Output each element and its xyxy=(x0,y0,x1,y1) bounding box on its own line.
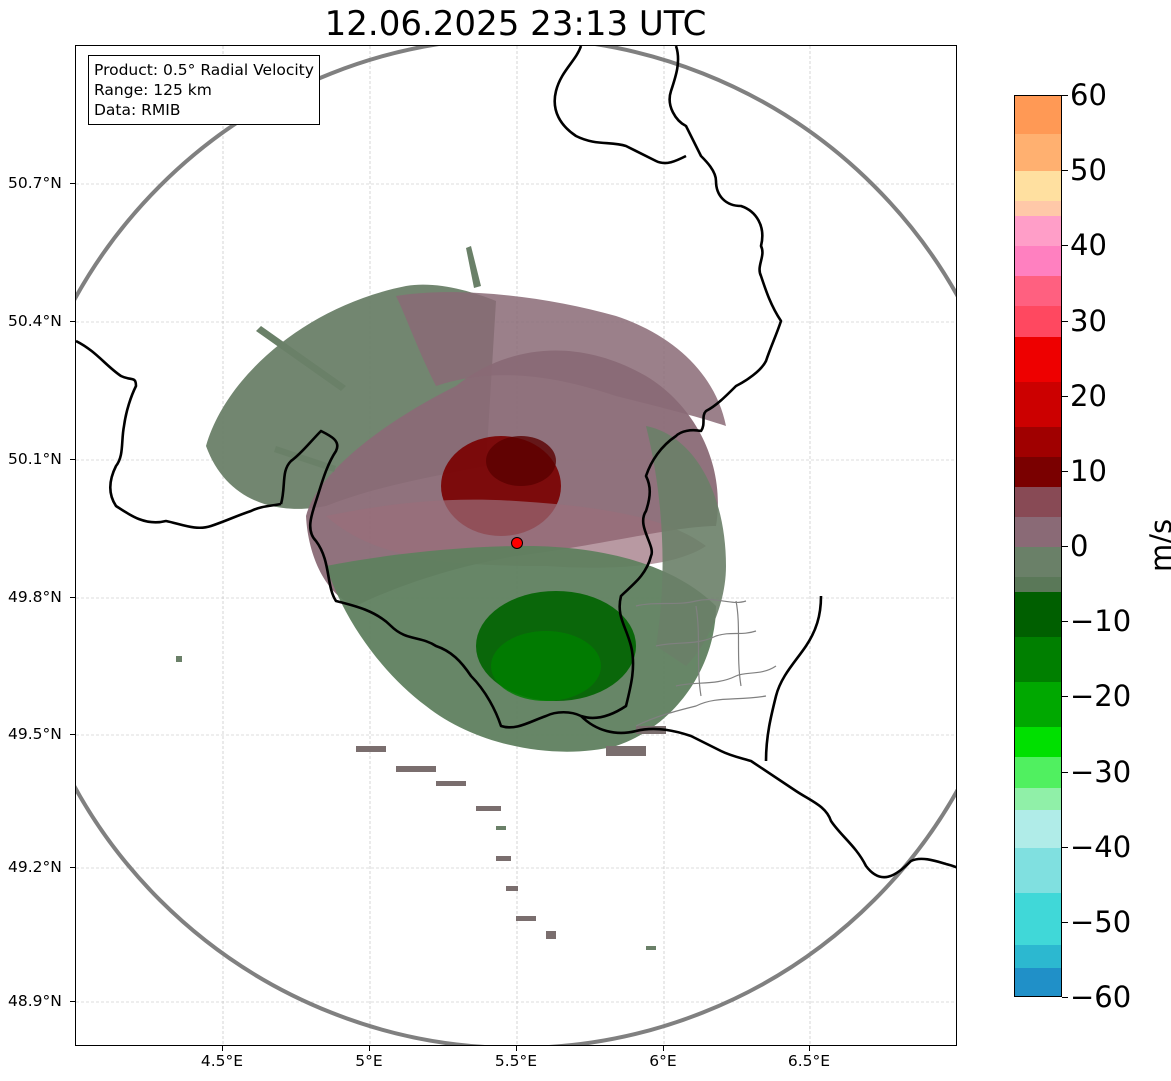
lon-label: 4.5°E xyxy=(200,1052,244,1070)
lon-tick xyxy=(369,1046,370,1051)
lon-label: 6.5°E xyxy=(787,1052,831,1070)
colorbar-segment xyxy=(1015,682,1061,728)
colorbar-segment xyxy=(1015,892,1061,946)
lon-label: 5.5°E xyxy=(494,1052,538,1070)
colorbar-tick-label: 40 xyxy=(1070,228,1107,263)
lon-tick xyxy=(663,1046,664,1051)
lat-tick xyxy=(70,183,75,184)
colorbar-tick xyxy=(1062,846,1068,848)
velocity-colorbar xyxy=(1014,95,1062,997)
colorbar-segment xyxy=(1015,133,1061,172)
colorbar-tick xyxy=(1062,621,1068,623)
colorbar-segment xyxy=(1015,637,1061,683)
colorbar-segment xyxy=(1015,787,1061,811)
radar-site-marker[interactable] xyxy=(511,537,523,549)
lat-tick xyxy=(70,459,75,460)
colorbar-segment xyxy=(1015,96,1061,135)
colorbar-tick-label: 20 xyxy=(1070,378,1107,413)
regional-borders xyxy=(635,598,777,727)
lon-tick xyxy=(222,1046,223,1051)
colorbar-segment xyxy=(1015,945,1061,969)
lon-label: 6°E xyxy=(649,1052,677,1070)
colorbar-segment xyxy=(1015,306,1061,338)
colorbar-segment xyxy=(1015,757,1061,789)
colorbar-segment xyxy=(1015,967,1061,996)
colorbar-segment xyxy=(1015,216,1061,247)
colorbar-unit: m/s xyxy=(1144,518,1171,572)
lat-tick xyxy=(70,867,75,868)
velocity-echoes xyxy=(176,246,726,950)
colorbar-tick xyxy=(1062,771,1068,773)
lat-tick xyxy=(70,1001,75,1002)
lon-tick xyxy=(516,1046,517,1051)
radar-map-canvas xyxy=(76,46,956,1045)
lat-label: 50.4°N xyxy=(8,312,62,330)
lat-label: 48.9°N xyxy=(8,992,62,1010)
radar-map[interactable] xyxy=(75,45,957,1046)
colorbar-tick xyxy=(1062,95,1068,96)
colorbar-segment xyxy=(1015,246,1061,277)
colorbar-tick xyxy=(1062,470,1068,472)
lat-label: 50.1°N xyxy=(8,450,62,468)
colorbar-tick xyxy=(1062,395,1068,397)
colorbar-segment xyxy=(1015,516,1061,548)
range-label: Range: 125 km xyxy=(94,81,212,99)
colorbar-tick-label: 10 xyxy=(1070,453,1107,488)
data-source-label: Data: RMIB xyxy=(94,101,181,119)
colorbar-segment xyxy=(1015,171,1061,202)
colorbar-tick xyxy=(1062,245,1068,247)
lat-tick xyxy=(70,321,75,322)
colorbar-tick xyxy=(1062,696,1068,698)
product-label: Product: 0.5° Radial Velocity xyxy=(94,61,314,79)
lat-label: 49.2°N xyxy=(8,858,62,876)
colorbar-tick-label: 0 xyxy=(1070,529,1089,563)
colorbar-tick-label: −30 xyxy=(1070,754,1132,789)
colorbar-tick-label: −20 xyxy=(1070,679,1132,714)
colorbar-segment xyxy=(1015,486,1061,518)
colorbar-segment xyxy=(1015,276,1061,307)
colorbar-tick-label: 50 xyxy=(1070,153,1107,188)
lat-label: 49.5°N xyxy=(8,725,62,743)
lat-tick xyxy=(70,734,75,735)
colorbar-tick xyxy=(1062,997,1068,998)
lon-label: 5°E xyxy=(355,1052,383,1070)
colorbar-segment xyxy=(1015,810,1061,849)
lat-label: 50.7°N xyxy=(8,174,62,192)
lon-tick xyxy=(809,1046,810,1051)
colorbar-tick-label: −40 xyxy=(1070,829,1132,864)
colorbar-segment xyxy=(1015,426,1061,458)
colorbar-segment xyxy=(1015,847,1061,894)
colorbar-segment xyxy=(1015,727,1061,758)
lat-tick xyxy=(70,597,75,598)
colorbar-tick xyxy=(1062,546,1068,547)
colorbar-segment xyxy=(1015,201,1061,217)
colorbar-tick xyxy=(1062,170,1068,172)
lat-label: 49.8°N xyxy=(8,588,62,606)
colorbar-segment xyxy=(1015,547,1061,578)
colorbar-tick xyxy=(1062,320,1068,322)
colorbar-segment xyxy=(1015,577,1061,593)
map-title: 12.06.2025 23:13 UTC xyxy=(324,4,707,44)
colorbar-segment xyxy=(1015,592,1061,638)
colorbar-tick-label: −60 xyxy=(1070,980,1132,1014)
colorbar-tick-label: −10 xyxy=(1070,604,1132,639)
colorbar-tick-label: 30 xyxy=(1070,303,1107,338)
colorbar-tick xyxy=(1062,921,1068,923)
colorbar-tick-label: −50 xyxy=(1070,904,1132,939)
colorbar-segment xyxy=(1015,456,1061,488)
product-info-box: Product: 0.5° Radial Velocity Range: 125… xyxy=(88,55,320,125)
colorbar-tick-label: 60 xyxy=(1070,78,1107,112)
colorbar-segment xyxy=(1015,336,1061,383)
colorbar-segment xyxy=(1015,381,1061,428)
country-borders xyxy=(76,46,956,879)
